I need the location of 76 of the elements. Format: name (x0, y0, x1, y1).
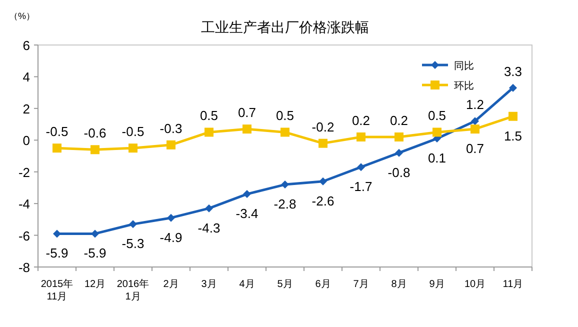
data-label: 0.7 (466, 141, 484, 156)
point (318, 138, 328, 148)
point (432, 128, 442, 137)
data-label: 1.2 (466, 97, 484, 112)
data-label: -0.6 (84, 126, 106, 141)
y-tick-label: 4 (22, 70, 30, 85)
y-tick-label: 6 (22, 38, 30, 53)
data-label: 0.2 (390, 112, 408, 128)
point (470, 124, 480, 134)
point (128, 144, 138, 153)
data-label: 0.7 (238, 105, 256, 120)
data-label: 0.5 (428, 108, 446, 124)
y-tick-label: -8 (18, 260, 30, 275)
point (357, 163, 365, 172)
chart-title: 工业生产者出厂价格涨跌幅 (201, 19, 369, 35)
x-tick-label: 2月 (163, 279, 179, 290)
data-label: 0.5 (200, 108, 218, 124)
data-label: -4.9 (160, 230, 182, 245)
point (166, 140, 176, 150)
x-tick-label: 10月 (464, 279, 486, 290)
data-label: 0.1 (428, 150, 446, 166)
x-tick-label: 6月 (315, 279, 331, 290)
point (281, 180, 289, 189)
data-label: -0.5 (122, 124, 144, 140)
y-tick-label: 2 (22, 101, 30, 116)
x-tick-label: 5月 (277, 279, 293, 290)
point (205, 204, 213, 212)
data-label: 0.2 (352, 112, 370, 128)
point (129, 220, 137, 228)
y-tick-label: -2 (18, 164, 30, 180)
x-tick-label: 9月 (429, 279, 445, 290)
data-label: -2.6 (312, 193, 334, 208)
data-label: 1.5 (504, 128, 522, 144)
point (280, 128, 290, 137)
data-label: -5.9 (84, 246, 106, 261)
data-label: 0.5 (276, 108, 294, 124)
x-tick-label: 12月 (84, 279, 106, 290)
point (319, 177, 327, 186)
point (91, 230, 99, 238)
point (356, 132, 366, 142)
data-label: -2.8 (274, 196, 296, 212)
point (204, 128, 214, 137)
data-label: -0.5 (46, 124, 68, 140)
data-label: -0.8 (388, 164, 410, 180)
legend-label: 环比 (454, 80, 474, 92)
data-label: -3.4 (236, 206, 258, 222)
data-label: -5.9 (46, 246, 68, 261)
data-label: -5.3 (122, 236, 144, 252)
x-tick-label: 2015年 11月 (40, 278, 74, 302)
data-label: -0.2 (312, 119, 334, 134)
data-label: -0.3 (160, 120, 182, 136)
point (53, 230, 61, 238)
y-tick-label: -6 (18, 228, 30, 244)
data-label: -4.3 (198, 220, 220, 236)
point (242, 124, 252, 134)
point (395, 148, 403, 157)
point (394, 132, 404, 142)
point (471, 117, 479, 126)
x-tick-label: 11月 (502, 279, 524, 290)
y-tick-label: -4 (18, 196, 30, 212)
point (167, 214, 175, 222)
point (509, 84, 517, 92)
point (52, 144, 62, 153)
x-tick-label: 4月 (239, 279, 255, 290)
y-axis-title: （%） (8, 11, 36, 21)
point (508, 112, 518, 121)
y-tick-label: 0 (22, 133, 30, 148)
data-label: 3.3 (504, 64, 522, 79)
legend-label: 同比 (454, 60, 474, 72)
point (243, 190, 251, 198)
x-tick-label: 8月 (391, 279, 407, 290)
x-tick-label: 7月 (353, 279, 369, 290)
x-tick-label: 2016年 1月 (116, 278, 150, 302)
data-label: -1.7 (350, 179, 372, 194)
point (90, 145, 100, 154)
x-tick-label: 3月 (201, 279, 217, 290)
